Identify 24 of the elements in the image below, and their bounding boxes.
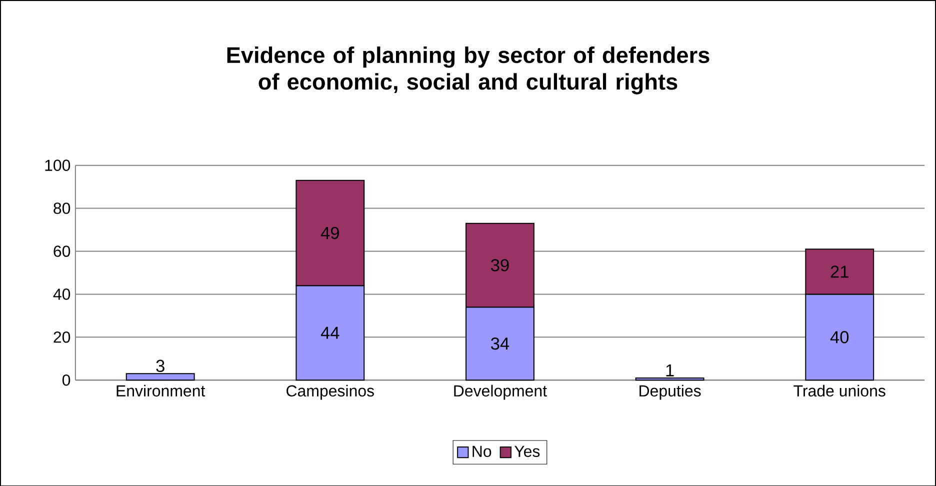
y-tick-label: 40	[53, 288, 70, 300]
y-tick-label: 0	[62, 374, 70, 386]
x-tick-label: Trade unions	[794, 384, 886, 396]
x-tick-label: Environment	[116, 384, 206, 396]
chart-title: Evidence of planning by sector of defenders of economic, social and cultural rights	[227, 46, 710, 94]
x-tick-label: Deputies	[640, 384, 701, 400]
data-label: 21	[830, 265, 848, 278]
legend-label: No	[472, 446, 492, 457]
bar	[126, 372, 195, 380]
legend-label: Yes	[514, 446, 540, 457]
data-label: 3	[156, 360, 164, 372]
data-label: 34	[491, 337, 510, 350]
y-tick-label: 60	[54, 245, 70, 257]
bar	[635, 377, 704, 380]
data-label: 49	[320, 226, 339, 239]
x-tick-label: Development	[454, 384, 547, 400]
data-label: 1	[666, 364, 674, 376]
data-label: 44	[320, 326, 340, 339]
y-tick-label: 100	[45, 159, 70, 171]
data-label: 39	[491, 258, 509, 272]
data-label: 40	[830, 330, 849, 344]
y-tick-label: 20	[54, 331, 70, 343]
x-tick-label: Campesinos	[286, 384, 374, 400]
y-tick-label: 80	[54, 202, 70, 214]
